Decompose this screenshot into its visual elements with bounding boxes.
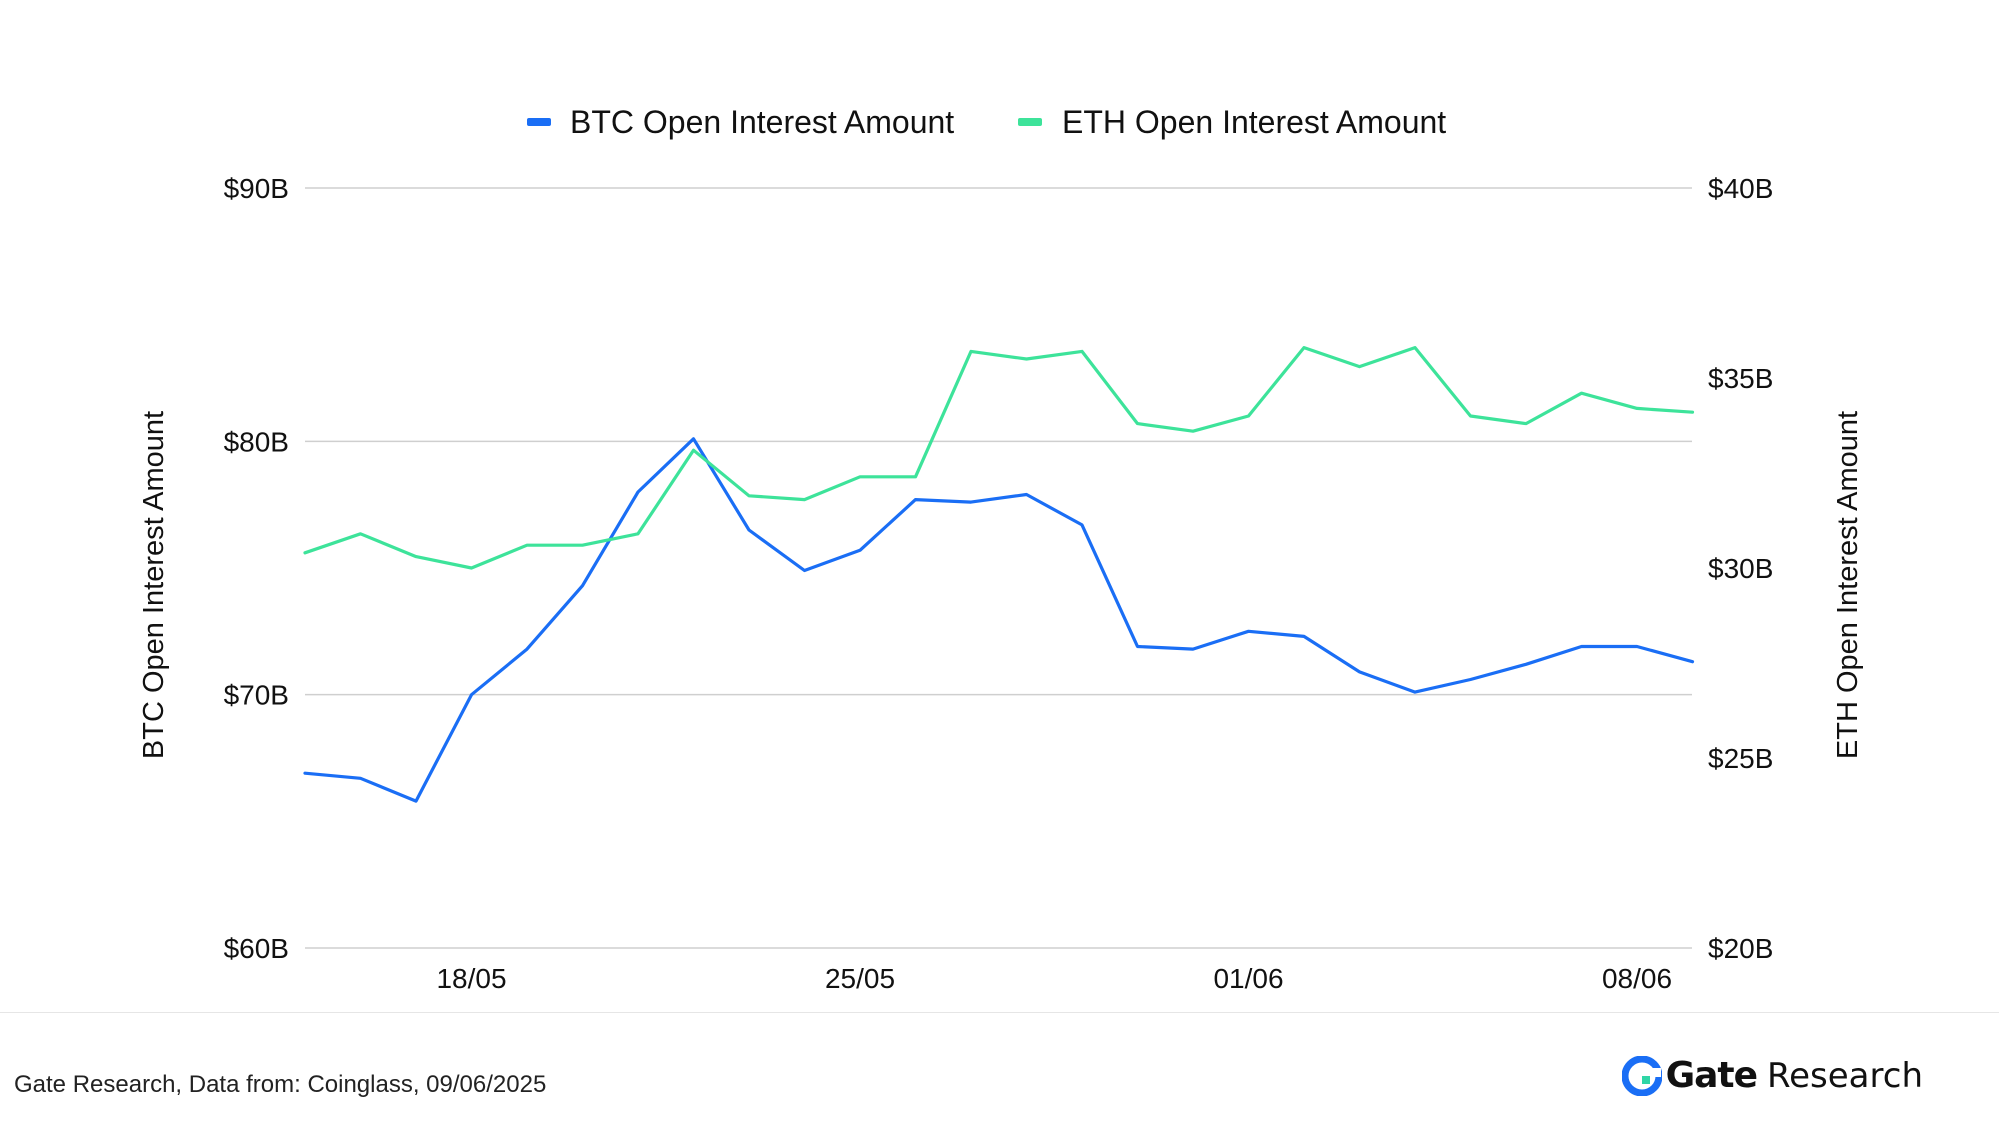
right-axis-ticks: $20B $25B $30B $35B $40B [1708, 173, 1773, 964]
x-axis-ticks: 18/05 25/05 01/06 08/06 [436, 963, 1672, 994]
x-tick-label: 08/06 [1602, 963, 1672, 994]
legend-label-eth: ETH Open Interest Amount [1062, 104, 1446, 140]
right-tick-label: $40B [1708, 173, 1773, 204]
legend-label-btc: BTC Open Interest Amount [570, 104, 954, 140]
gridlines [305, 187, 1692, 949]
right-tick-label: $35B [1708, 363, 1773, 394]
left-tick-label: $90B [224, 173, 289, 204]
line-chart: $60B $70B $80B $90B $20B $25B $30B $35B $40B 18… [138, 104, 1864, 994]
right-tick-label: $25B [1708, 743, 1773, 774]
right-axis-title: ETH Open Interest Amount [1832, 411, 1864, 759]
brand-suffix: Research [1767, 1055, 1923, 1096]
right-tick-label: $30B [1708, 553, 1773, 584]
footer: Gate Research, Data from: Coinglass, 09/… [0, 1012, 1999, 1134]
source-note: Gate Research, Data from: Coinglass, 09/… [14, 1071, 547, 1098]
gate-research-logo: Gate Research [1621, 1055, 1923, 1096]
left-axis-title: BTC Open Interest Amount [138, 411, 170, 759]
left-axis-ticks: $60B $70B $80B $90B [224, 173, 289, 964]
gate-logo-icon [1621, 1055, 1662, 1096]
eth-series-line [303, 346, 1695, 570]
right-tick-label: $20B [1708, 933, 1773, 964]
left-tick-label: $70B [224, 680, 289, 711]
series-group [303, 346, 1695, 803]
legend: BTC Open Interest Amount ETH Open Intere… [527, 104, 1446, 140]
legend-swatch-eth [1018, 118, 1042, 126]
left-tick-label: $80B [224, 426, 289, 457]
btc-series-line [303, 437, 1695, 803]
legend-swatch-btc [527, 118, 551, 126]
brand-name: Gate [1665, 1055, 1758, 1096]
x-tick-label: 01/06 [1213, 963, 1283, 994]
x-tick-label: 25/05 [825, 963, 895, 994]
x-tick-label: 18/05 [436, 963, 506, 994]
left-tick-label: $60B [224, 933, 289, 964]
